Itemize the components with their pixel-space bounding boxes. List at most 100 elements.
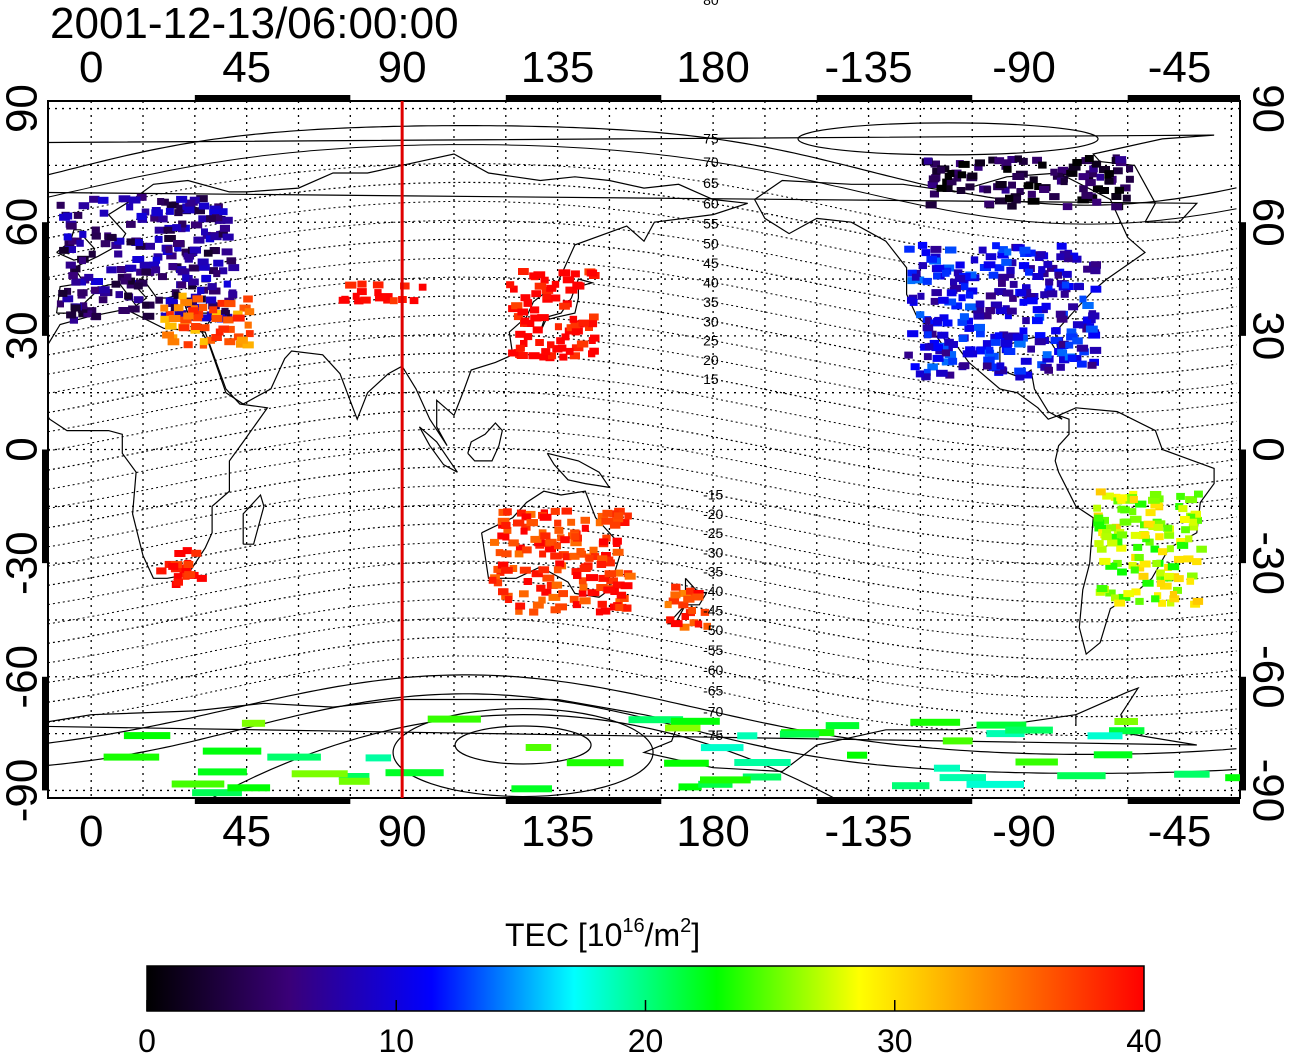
tec-cell <box>670 591 681 599</box>
tec-cell <box>111 241 122 249</box>
tec-cell <box>128 277 136 285</box>
tec-cell <box>490 538 499 546</box>
tec-cell <box>939 774 986 782</box>
tec-cell <box>232 314 245 322</box>
tec-cell <box>1037 251 1045 259</box>
tec-cell <box>90 286 101 294</box>
tec-cell <box>1027 197 1040 205</box>
tec-cell <box>219 208 228 216</box>
tec-cell <box>1187 572 1198 580</box>
tec-cell <box>990 338 1001 346</box>
tec-cell <box>1056 363 1065 371</box>
tec-cell <box>931 289 942 297</box>
bottom-lon-tick-label: -135 <box>825 807 913 856</box>
tec-cell <box>944 351 957 359</box>
contour-label: 45 <box>703 255 719 271</box>
tec-cell <box>965 291 974 299</box>
tec-cell <box>174 311 187 319</box>
tec-cell <box>111 280 121 288</box>
contour-label: -35 <box>703 564 723 580</box>
tec-cell <box>825 722 860 730</box>
tec-cell <box>664 759 709 767</box>
tec-cell <box>1016 289 1027 297</box>
tec-cell <box>198 202 210 210</box>
tec-cell <box>160 304 169 312</box>
tec-cell <box>1045 278 1054 286</box>
tec-cell <box>537 314 549 322</box>
tec-cell <box>1094 540 1104 548</box>
tec-cell <box>951 302 963 310</box>
tec-cell <box>97 196 109 204</box>
tec-cell <box>497 561 509 569</box>
tec-cell <box>241 719 266 727</box>
tec-cell <box>532 326 543 334</box>
contour-label: 40 <box>703 274 719 290</box>
tec-cell <box>193 207 205 215</box>
frame-bar-top <box>194 95 351 101</box>
tec-cell <box>1109 727 1145 735</box>
tec-cell <box>66 311 77 319</box>
tec-cell <box>1174 555 1184 563</box>
tec-cell <box>1192 597 1204 605</box>
tec-cell <box>1158 599 1166 607</box>
tec-cell <box>907 330 919 338</box>
tec-cell <box>511 785 552 793</box>
tec-cell <box>168 263 178 270</box>
tec-cell <box>664 601 672 609</box>
tec-cell <box>982 362 992 370</box>
tec-cell <box>211 315 223 322</box>
tec-cell <box>566 759 624 767</box>
frame-bar-top <box>505 95 662 101</box>
tec-cell <box>1060 290 1069 298</box>
tec-cell <box>939 314 949 322</box>
tec-cell <box>1002 289 1014 297</box>
tec-cell <box>201 228 208 236</box>
tec-cell <box>915 370 924 378</box>
tec-cell <box>983 356 995 364</box>
tec-cell <box>555 560 565 568</box>
tec-cell <box>1026 297 1038 305</box>
tec-cell <box>603 586 615 594</box>
tec-cell <box>1104 171 1112 179</box>
tec-cell <box>78 257 86 265</box>
tec-cell <box>1101 533 1112 541</box>
tec-cell <box>1096 173 1104 181</box>
tec-cell <box>213 259 224 267</box>
tec-cell <box>1181 526 1190 534</box>
tec-cell <box>519 590 529 598</box>
tec-cell <box>1013 244 1025 252</box>
tec-cell <box>573 572 582 579</box>
tec-cell <box>588 350 596 358</box>
tec-cell <box>498 588 509 596</box>
tec-cell <box>1068 163 1081 171</box>
colorbar: TEC [1016/m2] 0 10 20 30 40 <box>138 915 1162 1057</box>
tec-cell <box>1096 545 1107 553</box>
tec-cell <box>1183 555 1194 563</box>
tec-cell <box>174 550 186 557</box>
tec-cell <box>703 622 711 630</box>
tec-cell <box>1167 563 1180 571</box>
tec-cell <box>1176 541 1189 549</box>
tec-cell <box>91 226 100 234</box>
magnetic-latitude-contour <box>48 144 1237 225</box>
tec-cell <box>1090 267 1101 275</box>
contour-label: -30 <box>703 544 723 560</box>
tec-cell <box>933 764 960 772</box>
tec-cell <box>198 304 208 311</box>
tec-cell <box>151 266 161 274</box>
tec-cell <box>994 157 1005 165</box>
tec-cell <box>68 237 76 245</box>
tec-cell <box>1054 271 1063 279</box>
tec-cell <box>1151 595 1160 603</box>
tec-cell <box>688 607 696 614</box>
tec-cell <box>520 340 528 347</box>
left-lat-tick-label: 60 <box>0 198 47 247</box>
colorbar-tick-label: 40 <box>1126 1023 1162 1057</box>
tec-cell <box>553 566 562 574</box>
tec-cell <box>532 601 544 609</box>
tec-cell <box>930 160 940 168</box>
tec-cell <box>614 507 625 515</box>
tec-cell <box>360 296 371 304</box>
tec-cell <box>236 340 246 348</box>
tec-cell <box>173 240 185 247</box>
